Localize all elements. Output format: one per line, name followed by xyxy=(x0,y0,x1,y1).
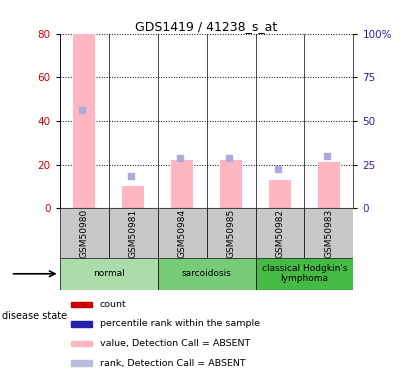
Text: sarcoidosis: sarcoidosis xyxy=(182,269,231,278)
Text: GSM50980: GSM50980 xyxy=(80,209,89,258)
Text: rank, Detection Call = ABSENT: rank, Detection Call = ABSENT xyxy=(100,358,245,368)
Point xyxy=(79,107,85,113)
Bar xyxy=(157,209,206,258)
Text: classical Hodgkin's
lymphoma: classical Hodgkin's lymphoma xyxy=(262,264,347,284)
Text: GSM50984: GSM50984 xyxy=(178,209,187,258)
Bar xyxy=(60,209,109,258)
Bar xyxy=(256,258,353,290)
Text: disease state: disease state xyxy=(2,311,67,321)
Text: count: count xyxy=(100,300,127,309)
Bar xyxy=(220,160,242,209)
Text: GSM50983: GSM50983 xyxy=(324,209,333,258)
Bar xyxy=(60,258,157,290)
Bar xyxy=(72,360,92,366)
Text: GSM50981: GSM50981 xyxy=(129,209,138,258)
Title: GDS1419 / 41238_s_at: GDS1419 / 41238_s_at xyxy=(135,20,278,33)
Bar xyxy=(72,302,92,307)
Bar xyxy=(171,160,193,209)
Text: percentile rank within the sample: percentile rank within the sample xyxy=(100,320,260,328)
Text: GSM50985: GSM50985 xyxy=(226,209,236,258)
Bar xyxy=(206,209,256,258)
Point xyxy=(225,155,232,161)
Point xyxy=(176,155,183,161)
Bar xyxy=(72,341,92,346)
Bar xyxy=(256,209,305,258)
Bar xyxy=(72,321,92,327)
Bar xyxy=(157,258,256,290)
Bar xyxy=(73,34,95,209)
Bar xyxy=(305,209,353,258)
Bar xyxy=(318,162,340,209)
Point xyxy=(323,153,330,159)
Bar xyxy=(109,209,157,258)
Text: GSM50982: GSM50982 xyxy=(275,209,284,258)
Point xyxy=(274,166,281,172)
Bar xyxy=(269,180,291,209)
Point xyxy=(127,172,134,178)
Text: normal: normal xyxy=(93,269,125,278)
Bar xyxy=(122,186,144,209)
Text: value, Detection Call = ABSENT: value, Detection Call = ABSENT xyxy=(100,339,250,348)
